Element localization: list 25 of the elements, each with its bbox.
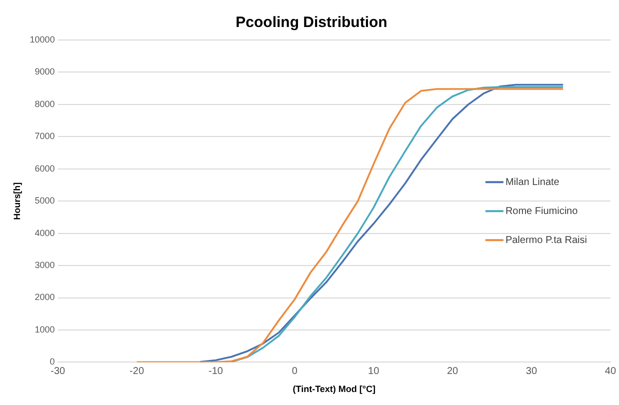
legend-label: Rome Fiumicino	[505, 206, 578, 217]
y-tick-label: 3000	[34, 260, 55, 270]
y-tick-label: 2000	[34, 292, 55, 302]
legend-label: Milan Linate	[505, 176, 560, 188]
x-tick-label: 10	[368, 366, 380, 377]
x-tick-label: 30	[526, 366, 538, 377]
legend-label: Palermo P.ta Raisi	[505, 234, 587, 246]
y-axis-title: Hours[h]	[12, 182, 22, 220]
y-tick-label: 10000	[30, 34, 55, 44]
y-tick-label: 4000	[34, 228, 55, 238]
y-tick-label: 1000	[34, 324, 55, 334]
y-tick-label: 6000	[34, 163, 55, 174]
x-tick-label: 0	[292, 366, 298, 377]
x-tick-label: -30	[50, 366, 66, 377]
x-tick-label: 40	[604, 366, 616, 377]
y-tick-label: 0	[50, 356, 55, 367]
y-tick-label: 8000	[34, 98, 55, 109]
x-tick-label: 20	[446, 366, 459, 377]
y-tick-label: 5000	[34, 196, 55, 206]
y-tick-label: 9000	[34, 66, 55, 77]
x-tick-label: -10	[208, 366, 224, 377]
x-tick-label: -20	[130, 366, 144, 377]
y-tick-label: 7000	[34, 131, 55, 142]
x-axis-title: (Tint-Text) Mod [°C]	[292, 384, 376, 394]
chart-title: Pcooling Distribution	[236, 14, 388, 32]
